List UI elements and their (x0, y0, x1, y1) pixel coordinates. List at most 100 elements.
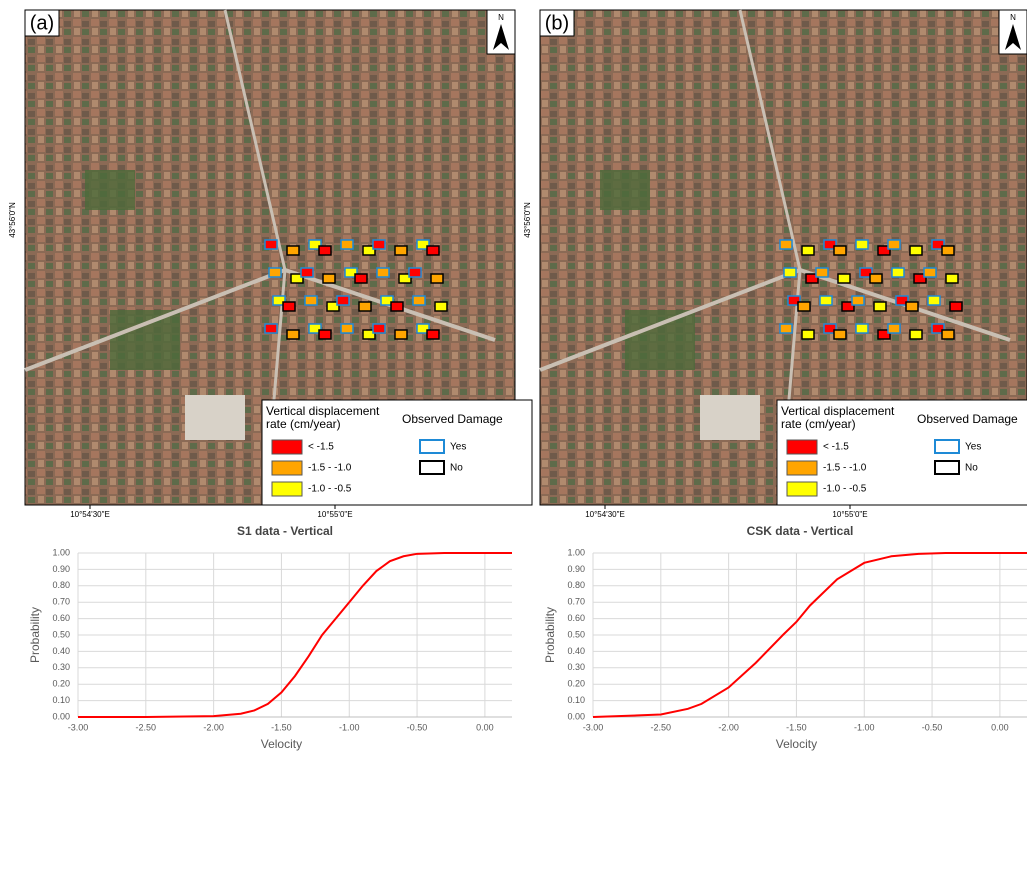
y-tick-label: 0.70 (52, 597, 70, 607)
park (110, 310, 180, 370)
lon-label: 10°55'0"E (317, 510, 352, 519)
building (391, 302, 403, 311)
park (85, 170, 135, 210)
y-tick-label: 1.00 (52, 547, 70, 557)
building (287, 246, 299, 255)
lon-label: 10°54'30"E (70, 510, 110, 519)
legend-label: < -1.5 (823, 442, 849, 453)
y-tick-label: 0.50 (567, 629, 585, 639)
x-tick-label: -2.00 (718, 722, 739, 732)
damage-label: No (965, 463, 978, 474)
building (337, 296, 349, 305)
y-tick-label: 0.50 (52, 629, 70, 639)
building (269, 268, 281, 277)
chart-title: S1 data - Vertical (237, 524, 333, 538)
lat-label: 43°56'0"N (523, 202, 532, 238)
x-tick-label: -0.50 (407, 722, 428, 732)
figure: (a)N43°56'0"N10°54'30"E10°55'0"EVertical… (0, 0, 1027, 869)
damage-title: Observed Damage (402, 412, 503, 426)
building (924, 268, 936, 277)
damage-label: Yes (450, 442, 466, 453)
building (910, 330, 922, 339)
park (600, 170, 650, 210)
y-tick-label: 0.30 (567, 662, 585, 672)
lon-label: 10°54'30"E (585, 510, 625, 519)
y-tick-label: 0.70 (567, 597, 585, 607)
building (359, 302, 371, 311)
legend-swatch (787, 461, 817, 475)
legend-label: < -1.5 (308, 442, 334, 453)
building (435, 302, 447, 311)
damage-swatch (420, 461, 444, 474)
y-tick-label: 0.20 (567, 679, 585, 689)
building (373, 324, 385, 333)
building (373, 240, 385, 249)
chart-title: CSK data - Vertical (747, 524, 854, 538)
building (834, 246, 846, 255)
building (377, 268, 389, 277)
damage-swatch (420, 440, 444, 453)
building (942, 246, 954, 255)
building (283, 302, 295, 311)
building (802, 330, 814, 339)
y-tick-label: 0.00 (52, 711, 70, 721)
building (323, 274, 335, 283)
building (413, 296, 425, 305)
building (301, 268, 313, 277)
building (910, 246, 922, 255)
building (319, 330, 331, 339)
y-tick-label: 0.00 (567, 711, 585, 721)
building (265, 240, 277, 249)
legend-label: -1.0 - -0.5 (308, 484, 352, 495)
building (395, 330, 407, 339)
y-tick-label: 0.60 (567, 613, 585, 623)
y-tick-label: 0.20 (52, 679, 70, 689)
y-axis-label: Probability (543, 607, 557, 663)
y-axis-label: Probability (28, 607, 42, 663)
building (942, 330, 954, 339)
legend-label: -1.5 - -1.0 (308, 463, 352, 474)
building (409, 268, 421, 277)
building (856, 240, 868, 249)
x-tick-label: -1.50 (786, 722, 807, 732)
north-label: N (1010, 13, 1016, 22)
building (816, 268, 828, 277)
building (870, 274, 882, 283)
building (427, 246, 439, 255)
building (834, 330, 846, 339)
plaza (700, 395, 760, 440)
y-tick-label: 0.30 (52, 662, 70, 672)
building (287, 330, 299, 339)
building (395, 246, 407, 255)
x-tick-label: -2.50 (651, 722, 672, 732)
building (874, 302, 886, 311)
damage-label: Yes (965, 442, 981, 453)
legend-label: -1.5 - -1.0 (823, 463, 867, 474)
legend-swatch (272, 440, 302, 454)
x-tick-label: -3.00 (68, 722, 89, 732)
legend-swatch (272, 461, 302, 475)
building (780, 240, 792, 249)
building (838, 274, 850, 283)
y-tick-label: 0.90 (52, 564, 70, 574)
damage-title: Observed Damage (917, 412, 1018, 426)
building (319, 246, 331, 255)
building (946, 274, 958, 283)
y-tick-label: 0.60 (52, 613, 70, 623)
x-axis-label: Velocity (776, 737, 817, 751)
lat-label: 43°56'0"N (8, 202, 17, 238)
y-tick-label: 1.00 (567, 547, 585, 557)
y-tick-label: 0.10 (52, 695, 70, 705)
legend-swatch (787, 440, 817, 454)
building (431, 274, 443, 283)
damage-swatch (935, 461, 959, 474)
x-tick-label: -3.00 (583, 722, 604, 732)
building (427, 330, 439, 339)
building (305, 296, 317, 305)
y-tick-label: 0.10 (567, 695, 585, 705)
legend-label: -1.0 - -0.5 (823, 484, 867, 495)
building (950, 302, 962, 311)
x-tick-label: -2.00 (203, 722, 224, 732)
building (802, 246, 814, 255)
legend-swatch (272, 482, 302, 496)
